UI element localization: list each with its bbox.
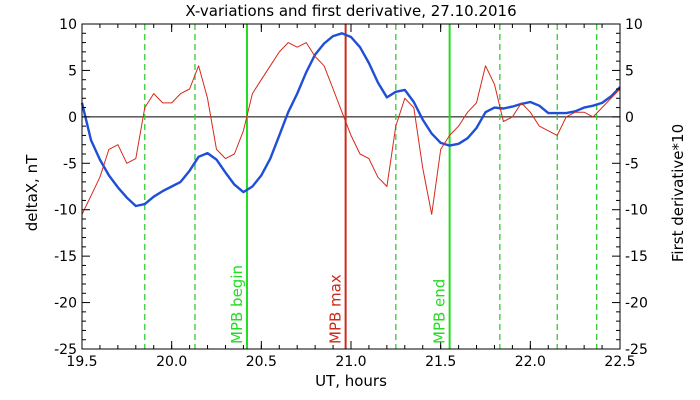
y-tick-label-right-6: -20 <box>625 296 648 312</box>
y-tick-label-left-7: -25 <box>54 342 77 358</box>
x-tick-label-5: 22.0 <box>515 354 546 370</box>
y-tick-label-left-1: 5 <box>68 63 77 79</box>
y-tick-label-right-4: -10 <box>625 203 648 219</box>
y-tick-label-left-3: -5 <box>63 156 77 172</box>
marker-label-2: MPB end <box>431 279 449 344</box>
y-tick-label-right-3: -5 <box>625 156 639 172</box>
y-axis-label-right: First derivative*10 <box>669 124 687 262</box>
series-derivative-line <box>81 42 621 215</box>
y-tick-label-right-1: 5 <box>625 63 634 79</box>
y-tick-label-left-6: -20 <box>54 296 77 312</box>
x-tick-label-2: 20.5 <box>246 354 277 370</box>
chart-title: X-variations and first derivative, 27.10… <box>185 2 516 20</box>
y-tick-label-left-0: 10 <box>59 17 77 33</box>
vertical-markers <box>144 24 598 349</box>
x-tick-label-1: 20.0 <box>156 354 187 370</box>
series-group <box>80 32 621 215</box>
x-tick-label-6: 22.5 <box>604 354 635 370</box>
axes-group: 19.5 20.0 20.5 21.0 21.5 22.0 22.5 10 10 5 5 0 0 -5 -5… <box>54 17 648 370</box>
y-axis-label-left: deltaX, nT <box>23 154 41 231</box>
x-tick-label-0: 19.5 <box>66 354 97 370</box>
marker-labels: MPB begin MPB max MPB end <box>228 265 449 344</box>
y-tick-label-left-5: -15 <box>54 249 77 265</box>
y-tick-label-right-5: -15 <box>625 249 648 265</box>
x-axis-label: UT, hours <box>315 372 387 390</box>
series-deltax-line <box>80 32 621 208</box>
x-tick-label-4: 21.5 <box>425 354 456 370</box>
y-tick-label-left-4: -10 <box>54 203 77 219</box>
marker-label-0: MPB begin <box>228 265 246 344</box>
plot-frame <box>81 23 621 350</box>
y-tick-label-right-7: -25 <box>625 342 648 358</box>
y-tick-label-right-2: 0 <box>625 110 634 126</box>
y-tick-label-right-0: 10 <box>625 17 643 33</box>
marker-label-1: MPB max <box>327 274 345 344</box>
y-tick-label-left-2: 0 <box>68 110 77 126</box>
x-tick-label-3: 21.0 <box>335 354 366 370</box>
